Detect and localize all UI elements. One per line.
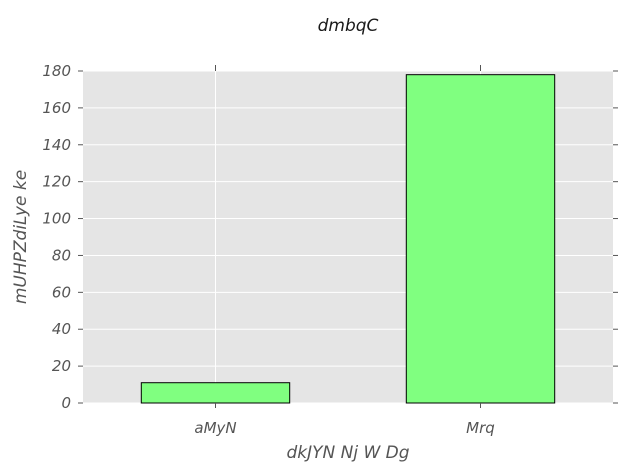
bar-aMyN (140, 382, 291, 404)
ticks: 0 20 40 60 80 100 120 140 160 180 aMyN Mrq (42, 62, 618, 437)
bars (140, 74, 556, 404)
y-tick-label: 180 (42, 62, 71, 80)
x-tick-label: aMyN (194, 419, 236, 437)
x-axis-label: dkJYN Nj W Dg (286, 443, 409, 463)
grid-lines (83, 70, 613, 404)
y-tick-label: 60 (52, 283, 71, 301)
y-tick-label: 140 (42, 136, 71, 154)
y-axis-label: mUHPZdiLye ke (11, 170, 31, 304)
chart-title: dmbqC (318, 16, 379, 36)
y-tick-label: 20 (52, 357, 71, 375)
y-tick-label: 120 (42, 173, 71, 191)
bar-Mrq (405, 74, 556, 404)
x-tick-label: Mrq (466, 419, 495, 437)
y-tick-label: 160 (42, 99, 71, 117)
y-tick-label: 100 (42, 210, 71, 228)
y-tick-label: 40 (52, 320, 71, 338)
y-tick-label: 0 (61, 394, 71, 412)
y-tick-label: 80 (52, 246, 71, 264)
